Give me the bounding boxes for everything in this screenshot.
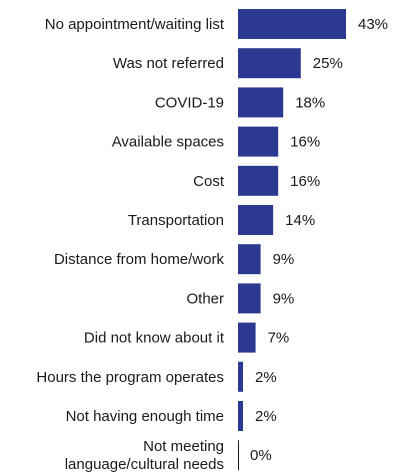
value-label-not-meeting-language-cultural-needs: 0% bbox=[250, 447, 272, 464]
bar-cost bbox=[238, 165, 279, 196]
value-label-covid-19: 18% bbox=[295, 94, 325, 111]
bar-available-spaces bbox=[238, 126, 279, 157]
value-labels-group: 43% 25% 18% 16% 16% 14% 9% 9% 7% 2% 2% 0% bbox=[250, 16, 388, 464]
bars-group bbox=[238, 9, 346, 431]
bar-not-having-enough-time bbox=[238, 401, 244, 431]
bar-did-not-know-about-it bbox=[238, 322, 256, 353]
value-label-distance-from-home-work: 9% bbox=[273, 251, 295, 268]
category-label-cost: Cost bbox=[193, 173, 225, 190]
category-label-hours-the-program-operates: Hours the program operates bbox=[36, 369, 224, 386]
category-label-other: Other bbox=[186, 290, 224, 307]
category-labels-group: No appointment/waiting list Was not refer… bbox=[36, 16, 224, 473]
bar-was-not-referred bbox=[238, 48, 301, 79]
category-label-did-not-know-about-it: Did not know about it bbox=[84, 330, 225, 347]
category-label-transportation: Transportation bbox=[128, 212, 224, 229]
bar-covid-19 bbox=[238, 87, 284, 118]
value-label-no-appointment-waiting-list: 43% bbox=[358, 16, 388, 33]
bar-distance-from-home-work bbox=[238, 244, 261, 275]
category-label-covid-19: COVID-19 bbox=[155, 94, 224, 111]
category-label-available-spaces: Available spaces bbox=[112, 134, 224, 151]
value-label-other: 9% bbox=[273, 290, 295, 307]
category-label-not-meeting-language-cultural-needs: Not meeting language/cultural needs bbox=[65, 438, 224, 473]
category-label-not-having-enough-time: Not having enough time bbox=[66, 408, 224, 425]
value-label-was-not-referred: 25% bbox=[313, 55, 343, 72]
bar-no-appointment-waiting-list bbox=[238, 9, 346, 39]
category-label-distance-from-home-work: Distance from home/work bbox=[54, 251, 225, 268]
value-label-available-spaces: 16% bbox=[290, 134, 320, 151]
bar-transportation bbox=[238, 205, 274, 235]
value-label-transportation: 14% bbox=[285, 212, 315, 229]
bar-hours-the-program-operates bbox=[238, 361, 244, 392]
value-label-cost: 16% bbox=[290, 173, 320, 190]
category-label-no-appointment-waiting-list: No appointment/waiting list bbox=[45, 16, 225, 33]
category-label-was-not-referred: Was not referred bbox=[113, 55, 224, 72]
value-label-hours-the-program-operates: 2% bbox=[255, 369, 277, 386]
value-label-not-having-enough-time: 2% bbox=[255, 408, 277, 425]
bar-other bbox=[238, 283, 261, 314]
value-label-did-not-know-about-it: 7% bbox=[268, 330, 290, 347]
